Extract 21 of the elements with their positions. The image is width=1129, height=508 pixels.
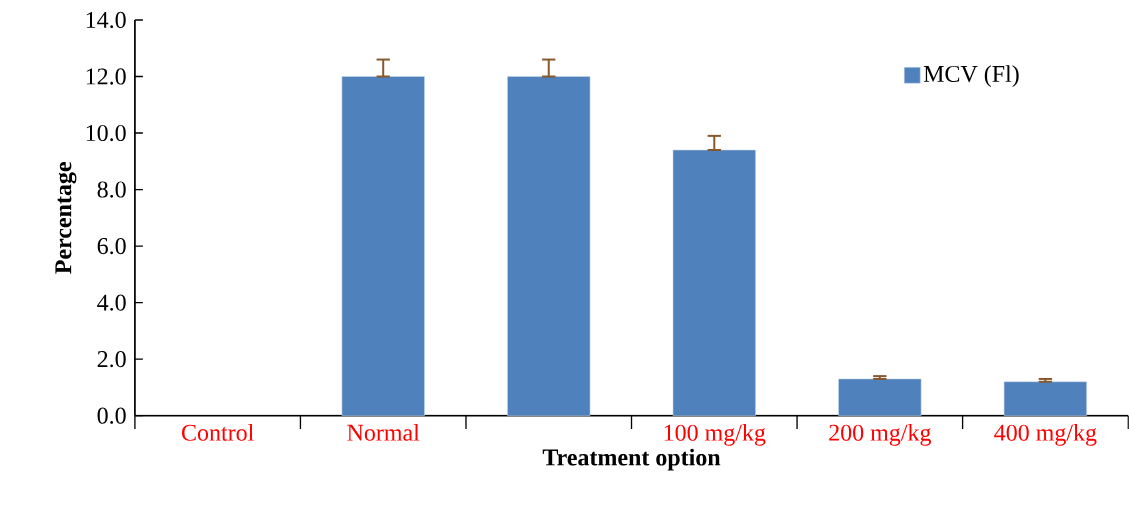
x-axis-title: Treatment option bbox=[542, 448, 721, 471]
bar bbox=[672, 149, 756, 417]
x-tick-label: 400 mg/kg bbox=[994, 424, 1097, 446]
y-tick-label: 8.0 bbox=[97, 181, 126, 198]
bar bbox=[341, 76, 425, 417]
legend-label: MCV (Fl) bbox=[923, 65, 1019, 88]
y-tick-label: 6.0 bbox=[97, 238, 126, 255]
y-axis-title: Percentage bbox=[55, 162, 77, 274]
x-tick-label: Normal bbox=[347, 424, 420, 441]
x-tick-label: 200 mg/kg bbox=[829, 424, 931, 446]
y-tick-label: 14.0 bbox=[86, 12, 126, 29]
y-tick-label: 10.0 bbox=[86, 125, 126, 142]
bar bbox=[838, 378, 922, 417]
y-tick-label: 4.0 bbox=[97, 294, 126, 311]
y-tick-label: 2.0 bbox=[97, 351, 126, 368]
x-tick-label: 100 mg/kg bbox=[664, 424, 766, 446]
x-tick-label: Control bbox=[182, 424, 254, 441]
bar bbox=[507, 76, 591, 417]
y-tick-label: 12.0 bbox=[86, 68, 126, 85]
bar bbox=[1003, 381, 1087, 417]
y-tick-label: 0.0 bbox=[97, 407, 126, 425]
